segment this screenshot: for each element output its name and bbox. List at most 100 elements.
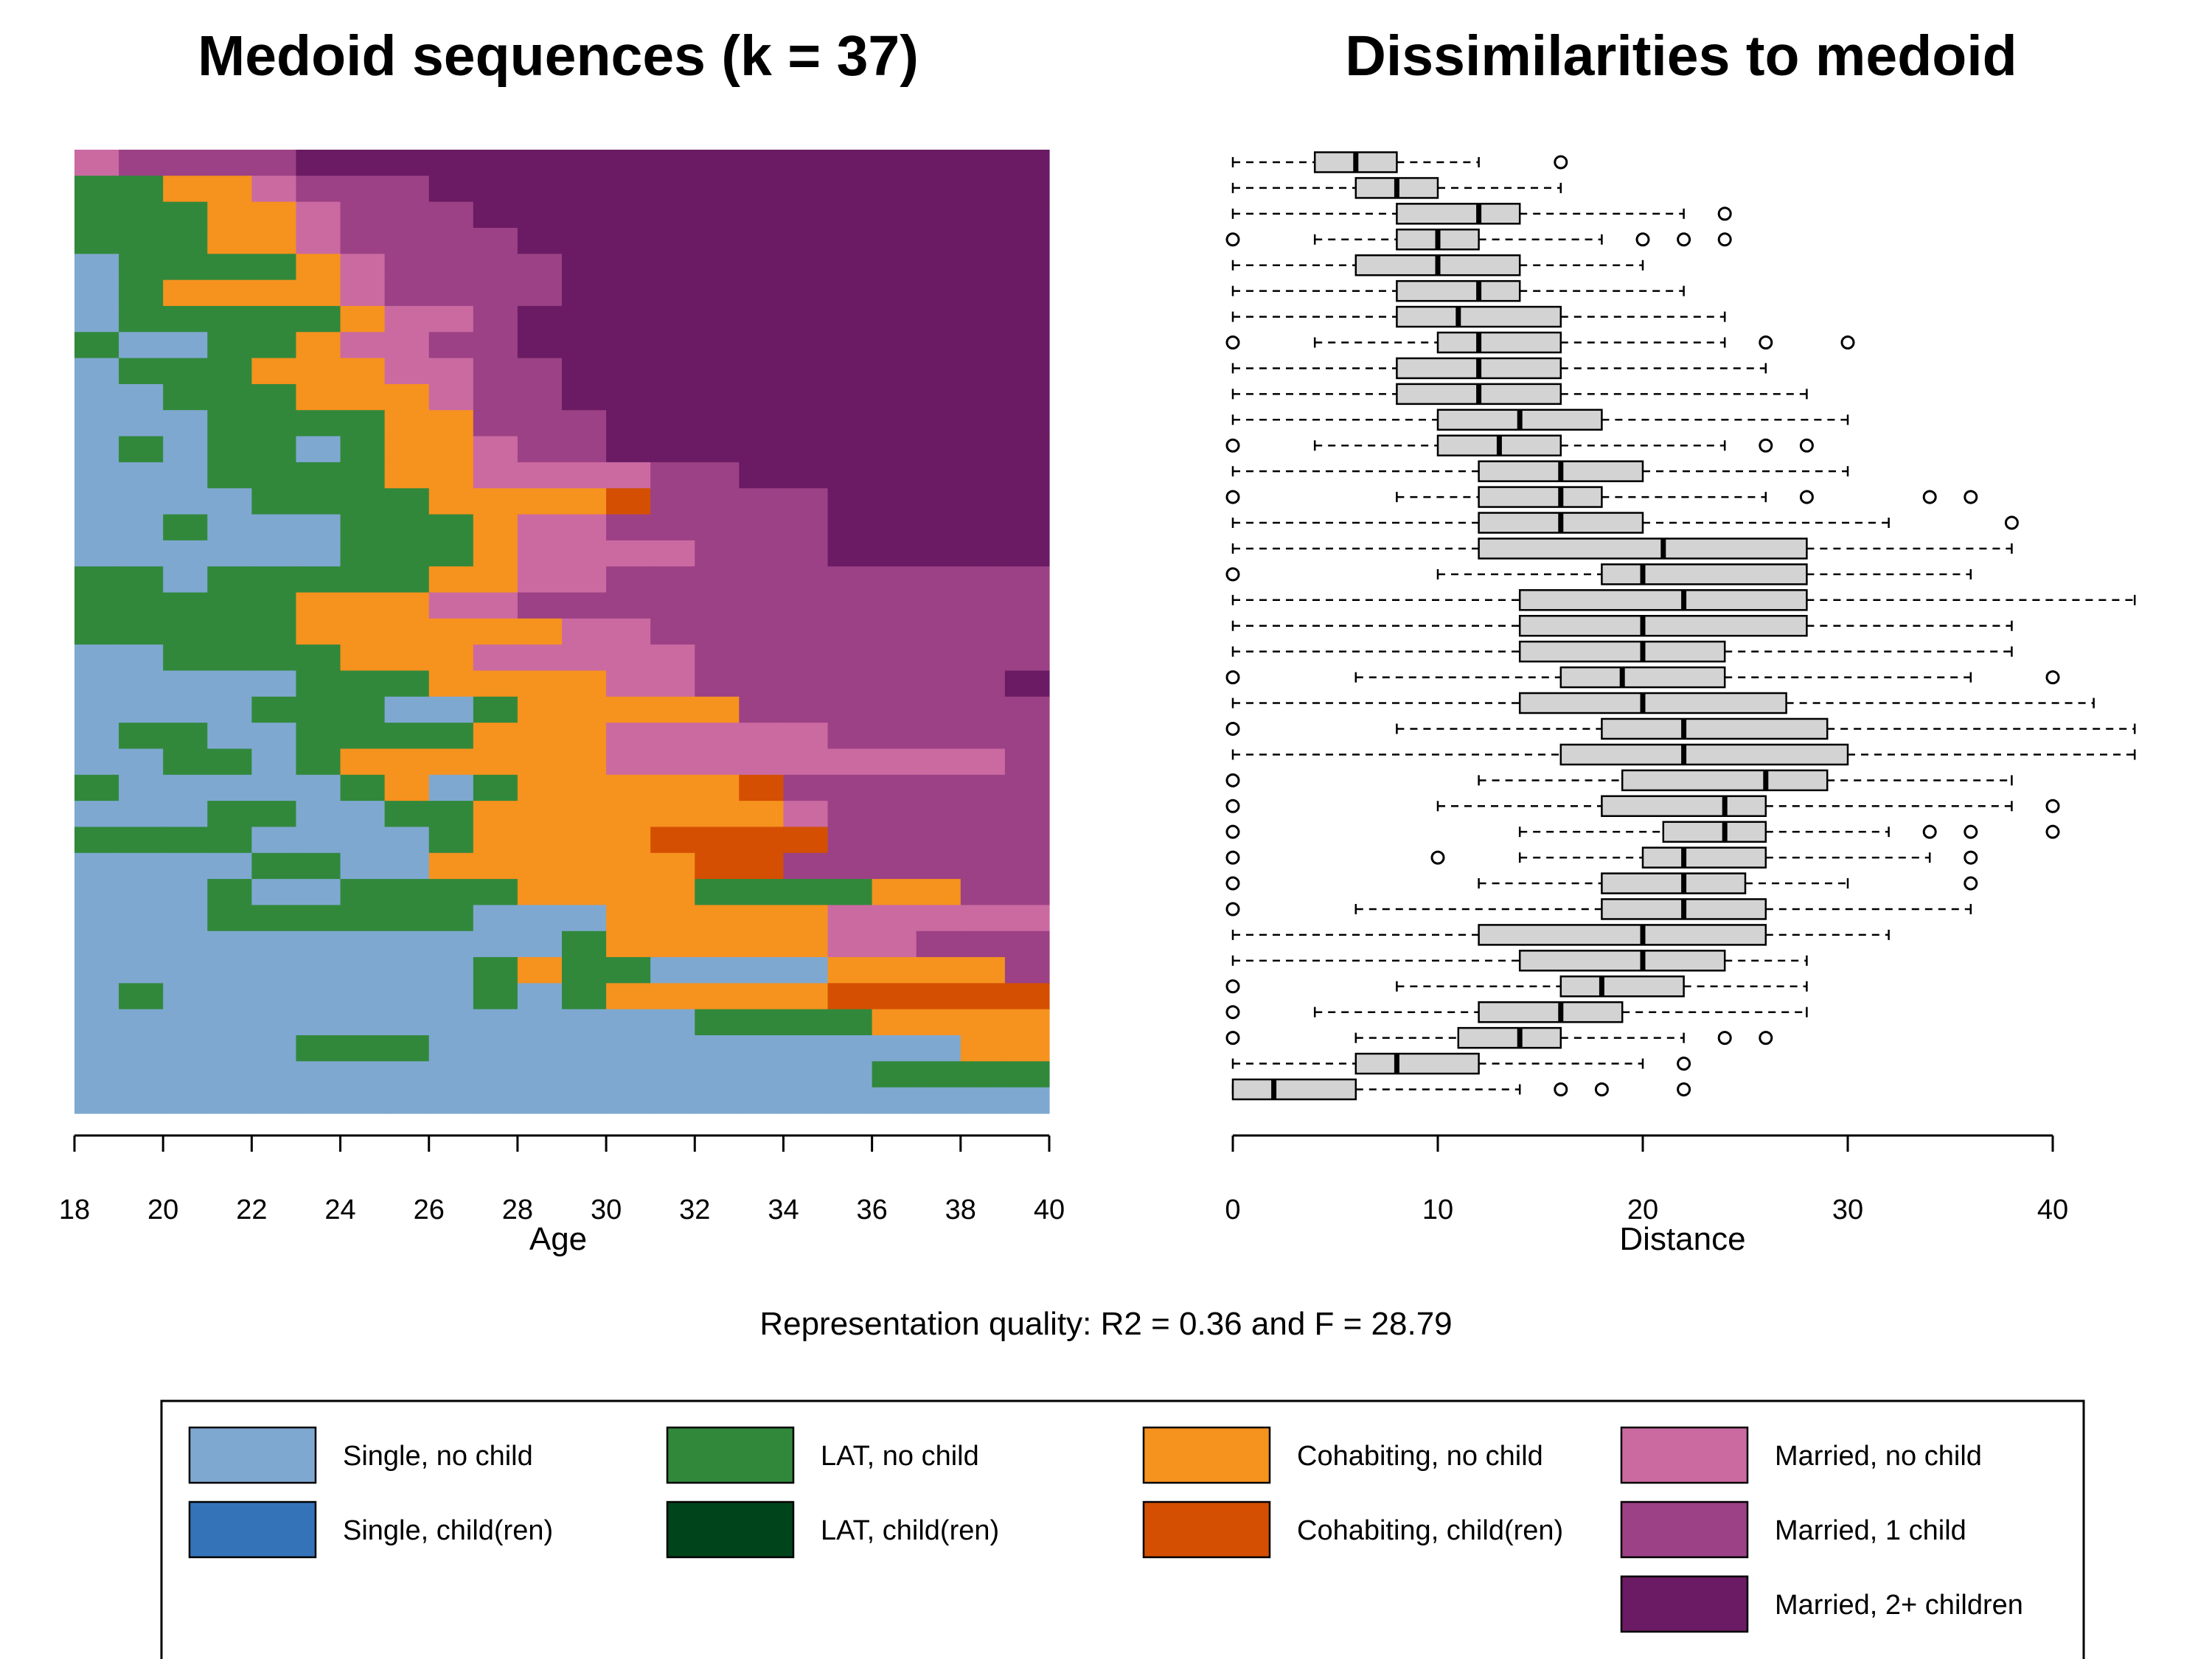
sequence-cell — [695, 514, 740, 541]
sequence-cell — [428, 410, 474, 437]
sequence-cell — [650, 983, 695, 1010]
sequence-cell — [650, 332, 695, 359]
sequence-cell — [207, 305, 252, 333]
sequence-cell — [606, 279, 651, 307]
legend-entry: Single, child(ren) — [188, 1500, 553, 1559]
sequence-cell — [74, 1087, 119, 1114]
sequence-cell — [695, 1061, 740, 1088]
sequence-cell — [74, 983, 119, 1010]
sequence-cell — [517, 670, 563, 698]
sequence-cell — [251, 644, 297, 672]
sequence-cell — [384, 696, 430, 723]
representation-quality: Representation quality: R2 = 0.36 and F … — [759, 1306, 1452, 1342]
sequence-cell — [384, 1087, 430, 1114]
sequence-cell — [739, 358, 785, 385]
sequence-cell — [340, 852, 386, 880]
outlier-point — [1759, 335, 1773, 350]
age-tick-label: 36 — [856, 1194, 887, 1225]
sequence-cell — [783, 983, 829, 1010]
sequence-cell — [960, 1061, 1006, 1088]
sequence-cell — [207, 852, 252, 880]
sequence-cell — [827, 1061, 873, 1088]
sequence-cell — [428, 852, 474, 880]
sequence-cell — [384, 1009, 430, 1036]
sequence-cell — [296, 1061, 341, 1088]
sequence-cell — [562, 279, 607, 307]
sequence-cell — [916, 723, 961, 750]
sequence-cell — [695, 436, 740, 463]
sequence-cell — [960, 201, 1006, 229]
boxplot — [1231, 254, 1644, 276]
sequence-cell — [562, 592, 607, 619]
sequence-cell — [783, 1035, 829, 1062]
boxplot — [1231, 203, 1732, 225]
box — [1641, 846, 1767, 869]
boxplot — [1225, 1001, 1808, 1023]
legend-label: Single, no child — [343, 1441, 533, 1472]
sequence-cell — [428, 670, 474, 698]
sequence-cell — [340, 1035, 386, 1062]
sequence-cell — [207, 827, 252, 854]
sequence-cell — [207, 983, 252, 1010]
sequence-cell — [562, 827, 607, 854]
sequence-cell — [960, 332, 1006, 359]
sequence-cell — [1004, 1061, 1050, 1088]
sequence-cell — [739, 879, 785, 906]
sequence-cell — [207, 332, 252, 359]
sequence-cell — [340, 696, 386, 723]
sequence-cell — [517, 618, 563, 645]
sequence-cell — [783, 827, 829, 854]
sequence-cell — [739, 852, 785, 880]
sequence-cell — [695, 983, 740, 1010]
sequence-cell — [428, 723, 474, 750]
sequence-cell — [340, 931, 386, 958]
sequence-cell — [119, 150, 164, 176]
sequence-cell — [1004, 383, 1050, 411]
sequence-cell — [119, 279, 164, 307]
sequence-cell — [650, 254, 695, 281]
sequence-cell — [517, 592, 563, 619]
sequence-cell — [916, 1061, 961, 1088]
sequence-cell — [163, 514, 208, 541]
sequence-cell — [340, 358, 386, 385]
distance-tick-label: 0 — [1225, 1194, 1240, 1225]
boxplot — [1231, 692, 2095, 714]
distance-tick-label: 30 — [1832, 1194, 1863, 1225]
sequence-cell — [74, 254, 119, 281]
sequence-cell — [916, 879, 961, 906]
sequence-cell — [207, 383, 252, 411]
sequence-cell — [827, 279, 873, 307]
outlier-point — [1964, 824, 1978, 839]
sequence-cell — [960, 279, 1006, 307]
sequence-cell — [163, 696, 208, 723]
sequence-cell — [251, 1087, 297, 1114]
sequence-cell — [827, 227, 873, 254]
sequence-cell — [916, 201, 961, 229]
sequence-cell — [473, 514, 518, 541]
sequence-cell — [872, 358, 917, 385]
sequence-cell — [783, 748, 829, 776]
sequence-cell — [1004, 879, 1050, 906]
outlier-point — [2045, 670, 2060, 685]
sequence-cell — [163, 410, 208, 437]
sequence-cell — [340, 279, 386, 307]
sequence-cell — [783, 488, 829, 515]
sequence-cell — [827, 462, 873, 489]
sequence-cell — [251, 279, 297, 307]
sequence-cell — [960, 383, 1006, 411]
sequence-cell — [207, 618, 252, 645]
sequence-cell — [119, 644, 164, 672]
age-tick-label: 24 — [324, 1194, 355, 1225]
sequence-cell — [340, 462, 386, 489]
sequence-cell — [1004, 983, 1050, 1010]
sequence-cell — [340, 905, 386, 932]
sequence-cell — [473, 879, 518, 906]
outlier-point — [1225, 335, 1240, 350]
box — [1518, 614, 1808, 637]
sequence-cell — [783, 462, 829, 489]
sequence-cell — [606, 383, 651, 411]
legend-swatch — [188, 1426, 317, 1484]
sequence-cell — [473, 592, 518, 619]
outlier-point — [1964, 876, 1978, 891]
sequence-cell — [473, 957, 518, 984]
